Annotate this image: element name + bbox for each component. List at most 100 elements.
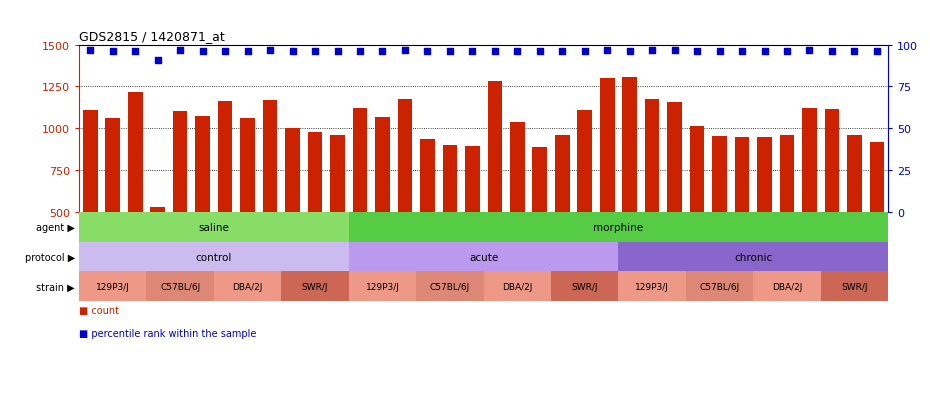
- Bar: [820, 272, 888, 301]
- Bar: [349, 272, 417, 301]
- Point: [712, 49, 727, 55]
- Point: [286, 49, 300, 55]
- Text: ■ count: ■ count: [79, 306, 119, 316]
- Bar: [487, 81, 502, 296]
- Bar: [510, 123, 525, 296]
- Text: saline: saline: [198, 222, 230, 232]
- Bar: [555, 135, 569, 296]
- Point: [487, 49, 502, 55]
- Bar: [753, 272, 820, 301]
- Text: 129P3/J: 129P3/J: [96, 282, 129, 291]
- Point: [510, 49, 525, 55]
- Bar: [375, 118, 390, 296]
- Point: [779, 49, 794, 55]
- Text: SWR/J: SWR/J: [842, 282, 868, 291]
- Bar: [825, 110, 839, 296]
- Bar: [668, 103, 682, 296]
- Text: chronic: chronic: [734, 252, 773, 262]
- Text: 129P3/J: 129P3/J: [365, 282, 399, 291]
- Text: C57BL/6J: C57BL/6J: [430, 282, 470, 291]
- Bar: [578, 111, 592, 296]
- Text: 129P3/J: 129P3/J: [635, 282, 669, 291]
- Bar: [622, 78, 637, 296]
- Bar: [281, 272, 349, 301]
- Bar: [218, 101, 232, 296]
- Bar: [618, 272, 685, 301]
- Bar: [465, 146, 480, 296]
- Bar: [618, 242, 888, 272]
- Point: [375, 49, 390, 55]
- Bar: [533, 148, 547, 296]
- Bar: [214, 272, 281, 301]
- Text: ■ percentile rank within the sample: ■ percentile rank within the sample: [79, 328, 257, 338]
- Bar: [735, 138, 750, 296]
- Point: [443, 49, 458, 55]
- Bar: [803, 109, 817, 296]
- Point: [240, 49, 255, 55]
- Bar: [105, 119, 120, 296]
- Point: [105, 49, 120, 55]
- Point: [218, 49, 232, 55]
- Point: [757, 49, 772, 55]
- Bar: [308, 133, 323, 296]
- Text: SWR/J: SWR/J: [302, 282, 328, 291]
- Text: C57BL/6J: C57BL/6J: [699, 282, 739, 291]
- Point: [195, 49, 210, 55]
- Point: [735, 49, 750, 55]
- Point: [644, 47, 659, 54]
- Point: [308, 49, 323, 55]
- Text: DBA/2J: DBA/2J: [502, 282, 533, 291]
- Point: [847, 49, 862, 55]
- Point: [802, 47, 817, 54]
- Point: [690, 49, 705, 55]
- Bar: [779, 135, 794, 296]
- Bar: [685, 272, 753, 301]
- Point: [262, 47, 277, 54]
- Bar: [349, 212, 888, 242]
- Bar: [417, 272, 484, 301]
- Point: [667, 47, 682, 54]
- Bar: [644, 100, 659, 296]
- Point: [127, 49, 142, 55]
- Text: C57BL/6J: C57BL/6J: [160, 282, 200, 291]
- Bar: [147, 272, 214, 301]
- Point: [352, 49, 367, 55]
- Bar: [79, 242, 349, 272]
- Point: [173, 47, 188, 54]
- Bar: [712, 136, 727, 296]
- Text: morphine: morphine: [593, 222, 644, 232]
- Text: agent ▶: agent ▶: [36, 222, 75, 232]
- Bar: [870, 142, 884, 296]
- Text: strain ▶: strain ▶: [36, 282, 75, 292]
- Text: DBA/2J: DBA/2J: [232, 282, 263, 291]
- Point: [532, 49, 547, 55]
- Bar: [443, 145, 458, 296]
- Point: [83, 47, 98, 54]
- Point: [870, 49, 884, 55]
- Bar: [195, 117, 210, 296]
- Text: DBA/2J: DBA/2J: [772, 282, 803, 291]
- Bar: [263, 100, 277, 296]
- Text: GDS2815 / 1420871_at: GDS2815 / 1420871_at: [79, 30, 225, 43]
- Text: control: control: [195, 252, 232, 262]
- Bar: [690, 127, 704, 296]
- Bar: [352, 109, 367, 296]
- Bar: [847, 135, 862, 296]
- Point: [622, 49, 637, 55]
- Bar: [83, 111, 98, 296]
- Bar: [398, 100, 412, 296]
- Point: [465, 49, 480, 55]
- Bar: [757, 138, 772, 296]
- Bar: [240, 119, 255, 296]
- Bar: [551, 272, 618, 301]
- Point: [420, 49, 435, 55]
- Text: protocol ▶: protocol ▶: [24, 252, 75, 262]
- Text: SWR/J: SWR/J: [572, 282, 598, 291]
- Bar: [484, 272, 551, 301]
- Bar: [286, 129, 299, 296]
- Point: [600, 47, 615, 54]
- Bar: [600, 79, 615, 296]
- Point: [555, 49, 570, 55]
- Point: [330, 49, 345, 55]
- Bar: [173, 112, 188, 296]
